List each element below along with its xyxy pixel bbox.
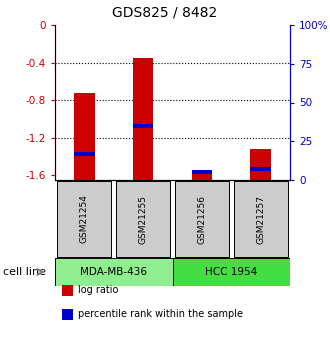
Bar — [74, 152, 95, 156]
FancyBboxPatch shape — [55, 258, 173, 286]
FancyBboxPatch shape — [57, 181, 112, 257]
Text: GSM21257: GSM21257 — [256, 195, 265, 244]
Bar — [250, 149, 271, 180]
FancyBboxPatch shape — [116, 181, 170, 257]
Bar — [133, 58, 153, 180]
FancyBboxPatch shape — [234, 181, 288, 257]
Bar — [74, 93, 95, 180]
Text: MDA-MB-436: MDA-MB-436 — [80, 267, 147, 277]
Text: percentile rank within the sample: percentile rank within the sample — [78, 309, 243, 319]
Text: GSM21256: GSM21256 — [197, 195, 206, 244]
Text: HCC 1954: HCC 1954 — [205, 267, 257, 277]
Bar — [192, 172, 212, 180]
Text: GDS825 / 8482: GDS825 / 8482 — [113, 5, 217, 19]
Text: log ratio: log ratio — [78, 285, 118, 295]
FancyBboxPatch shape — [173, 258, 290, 286]
Text: GSM21255: GSM21255 — [139, 195, 148, 244]
Text: GSM21254: GSM21254 — [80, 195, 89, 244]
Bar — [133, 124, 153, 128]
FancyBboxPatch shape — [175, 181, 229, 257]
Text: cell line: cell line — [3, 267, 46, 277]
Bar — [250, 167, 271, 171]
Bar — [192, 170, 212, 174]
